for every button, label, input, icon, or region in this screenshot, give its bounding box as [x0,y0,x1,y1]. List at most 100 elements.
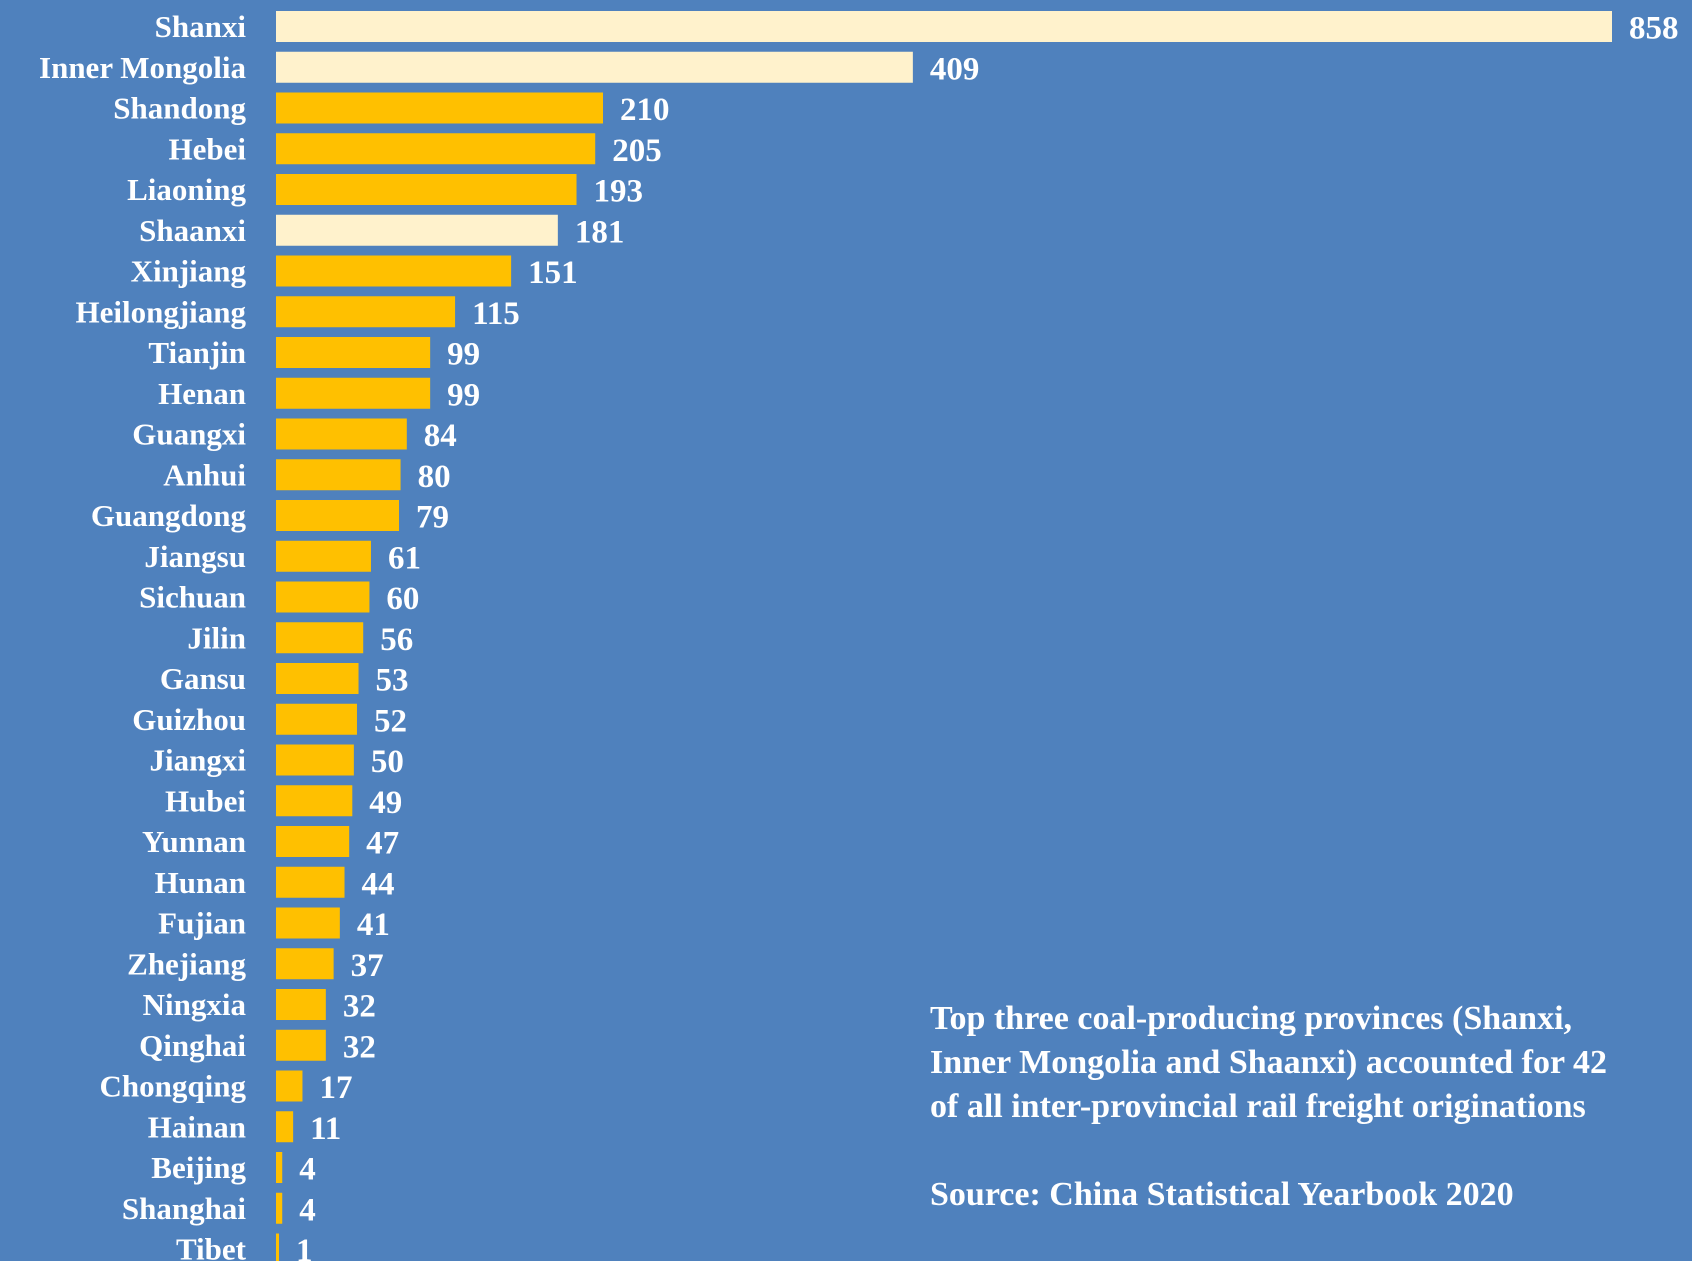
value-label-gansu: 53 [376,663,409,699]
value-label-chongqing: 17 [319,1070,352,1106]
category-label-chongqing: Chongqing [100,1069,247,1104]
category-label-henan: Henan [158,376,246,411]
category-label-tibet: Tibet [176,1232,247,1261]
bar-heilongjiang [276,296,456,328]
value-label-hainan: 11 [310,1111,341,1147]
bar-hubei [276,785,353,817]
category-label-yunnan: Yunnan [142,824,246,859]
category-label-jilin: Jilin [187,620,246,655]
bar-sichuan [276,581,370,613]
bar-tianjin [276,337,431,368]
value-label-guangdong: 79 [416,500,449,536]
value-label-hubei: 49 [369,785,402,821]
category-label-shandong: Shandong [113,91,246,126]
category-label-guizhou: Guizhou [132,702,246,737]
bar-henan [276,377,431,409]
bar-tibet [276,1233,279,1261]
source-note: Source: China Statistical Yearbook 2020 [930,1176,1514,1213]
bar-yunnan [276,826,350,857]
category-label-guangdong: Guangdong [91,498,247,533]
bar-gansu [276,663,359,694]
category-label-qinghai: Qinghai [139,1028,246,1063]
category-label-shaanxi: Shaanxi [139,213,246,248]
bar-jiangxi [276,744,354,776]
value-label-hebei: 205 [612,133,662,169]
category-label-gansu: Gansu [160,661,246,696]
value-label-beijing: 4 [299,1152,316,1188]
value-label-shanghai: 4 [299,1192,316,1228]
value-label-xinjiang: 151 [528,255,578,291]
annotation-line-1: Top three coal-producing provinces (Shan… [930,1000,1573,1037]
category-label-anhui: Anhui [163,457,246,492]
category-label-tianjin: Tianjin [148,335,246,370]
bar-guizhou [276,703,357,735]
bar-hunan [276,866,345,898]
value-label-tianjin: 99 [447,337,480,373]
value-label-zhejiang: 37 [351,948,384,984]
bar-jiangsu [276,540,371,572]
category-labels: Shanxi Inner Mongolia Shandong Hebei Liaonin… [39,9,247,1261]
value-label-fujian: 41 [357,907,390,943]
bar-guangdong [276,500,400,531]
value-label-tibet: 1 [296,1233,313,1261]
bar-hainan [276,1111,294,1143]
bar-shanxi [276,11,1612,42]
value-label-qinghai: 32 [343,1029,376,1065]
bar-inner-mongolia [276,51,913,83]
category-label-inner-mongolia: Inner Mongolia [39,50,246,85]
category-label-hunan: Hunan [155,865,246,900]
category-label-shanghai: Shanghai [122,1191,246,1226]
bar-hebei [276,133,596,165]
category-label-zhejiang: Zhejiang [127,946,246,981]
value-label-anhui: 80 [418,459,451,495]
bar-jilin [276,622,364,654]
bar-ningxia [276,989,326,1020]
category-label-xinjiang: Xinjiang [131,254,247,289]
annotation-line-3: of all inter-provincial rail freight ori… [930,1088,1586,1125]
bar-shaanxi [276,214,558,246]
category-label-hainan: Hainan [148,1109,246,1144]
bar-qinghai [276,1029,326,1061]
category-label-jiangsu: Jiangsu [144,539,246,574]
value-label-jiangsu: 61 [388,540,421,576]
category-label-sichuan: Sichuan [139,580,246,615]
value-label-heilongjiang: 115 [472,296,520,332]
bar-fujian [276,907,340,939]
category-label-fujian: Fujian [158,906,246,941]
value-label-guizhou: 52 [374,703,407,739]
bar-chongqing [276,1070,303,1102]
value-label-yunnan: 47 [366,826,399,862]
value-label-henan: 99 [447,377,480,413]
value-label-hunan: 44 [362,866,395,902]
value-label-sichuan: 60 [386,581,419,617]
value-label-jiangxi: 50 [371,744,404,780]
bar-liaoning [276,174,577,205]
category-label-ningxia: Ningxia [143,987,247,1022]
value-label-shanxi: 858 [1629,11,1679,47]
category-label-jiangxi: Jiangxi [150,743,247,778]
value-label-jilin: 56 [380,622,413,658]
category-label-shanxi: Shanxi [155,9,247,44]
category-label-hubei: Hubei [165,783,246,818]
value-label-inner-mongolia: 409 [930,51,980,87]
annotation-note: Top three coal-producing provinces (Shan… [930,997,1692,1217]
bar-anhui [276,459,401,491]
bar-zhejiang [276,948,334,980]
category-label-heilongjiang: Heilongjiang [75,294,246,329]
category-label-beijing: Beijing [151,1150,246,1185]
value-label-guangxi: 84 [424,418,457,454]
category-label-guangxi: Guangxi [132,417,246,452]
value-label-shandong: 210 [620,92,670,128]
value-label-shaanxi: 181 [575,214,625,250]
bars [276,11,1612,1261]
annotation-line-2: Inner Mongolia and Shaanxi) accounted fo… [930,1044,1607,1081]
category-label-hebei: Hebei [169,131,247,166]
bar-shanghai [276,1192,283,1224]
category-label-liaoning: Liaoning [127,172,246,207]
bar-guangxi [276,418,407,450]
value-label-ningxia: 32 [343,989,376,1025]
value-label-liaoning: 193 [594,174,644,210]
